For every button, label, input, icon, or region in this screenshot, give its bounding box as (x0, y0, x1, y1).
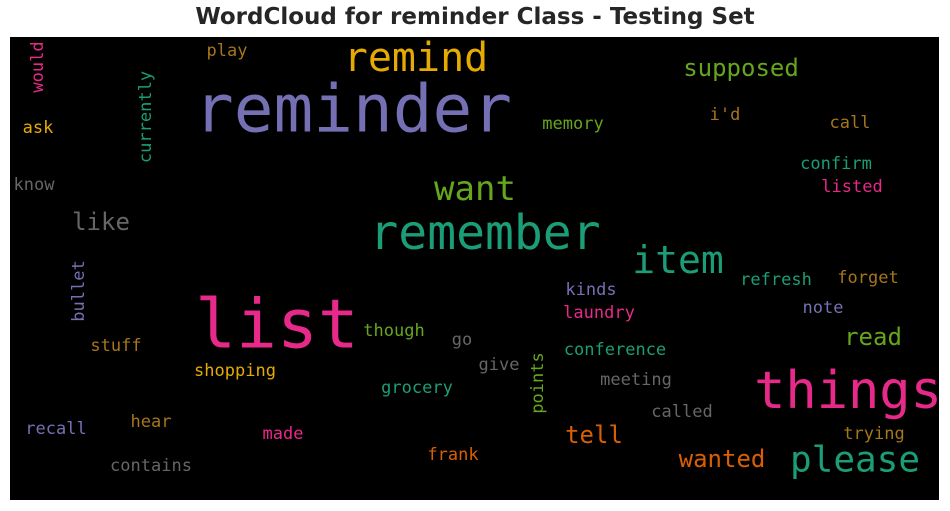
word-read: read (844, 323, 902, 351)
word-play: play (207, 41, 248, 61)
word-called: called (651, 402, 712, 422)
word-though: though (363, 321, 424, 341)
word-want: want (434, 169, 516, 209)
word-ask: ask (23, 118, 54, 138)
word-frank: frank (427, 445, 478, 465)
word-tell: tell (565, 421, 623, 449)
word-stuff: stuff (90, 336, 141, 356)
word-points: points (528, 352, 548, 413)
word-please: please (790, 440, 920, 481)
word-refresh: refresh (740, 270, 812, 290)
word-listed: listed (821, 177, 882, 197)
word-like: like (72, 208, 130, 236)
word-recall: recall (25, 419, 86, 439)
word-list: list (195, 286, 359, 365)
word-trying: trying (843, 424, 904, 444)
word-forget: forget (837, 268, 898, 288)
word-kinds: kinds (565, 280, 616, 300)
word-hear: hear (131, 412, 172, 432)
word-would: would (28, 41, 48, 92)
word-shopping: shopping (194, 361, 276, 381)
word-grocery: grocery (381, 378, 453, 398)
word-remember: remember (369, 205, 600, 261)
word-confirm: confirm (800, 154, 872, 174)
word-meeting: meeting (600, 370, 672, 390)
word-things: things (754, 361, 939, 421)
word-remind: remind (344, 37, 489, 81)
word-currently: currently (136, 71, 156, 163)
word-bullet: bullet (69, 260, 89, 321)
word-note: note (803, 298, 844, 318)
chart-title: WordCloud for reminder Class - Testing S… (195, 4, 755, 30)
word-item: item (632, 238, 724, 282)
word-memory: memory (542, 114, 603, 134)
word-contains: contains (110, 456, 192, 476)
word-give: give (479, 355, 520, 375)
word-made: made (263, 424, 304, 444)
word-i-d: i'd (710, 105, 741, 125)
word-go: go (452, 330, 472, 350)
word-wanted: wanted (679, 445, 766, 473)
wordcloud-canvas: reminder list remember things remind please it… (10, 37, 939, 500)
word-know: know (14, 175, 56, 195)
word-call: call (830, 113, 871, 133)
word-supposed: supposed (683, 54, 799, 82)
word-reminder: reminder (194, 71, 512, 148)
word-laundry: laundry (563, 303, 635, 323)
word-conference: conference (564, 340, 666, 360)
